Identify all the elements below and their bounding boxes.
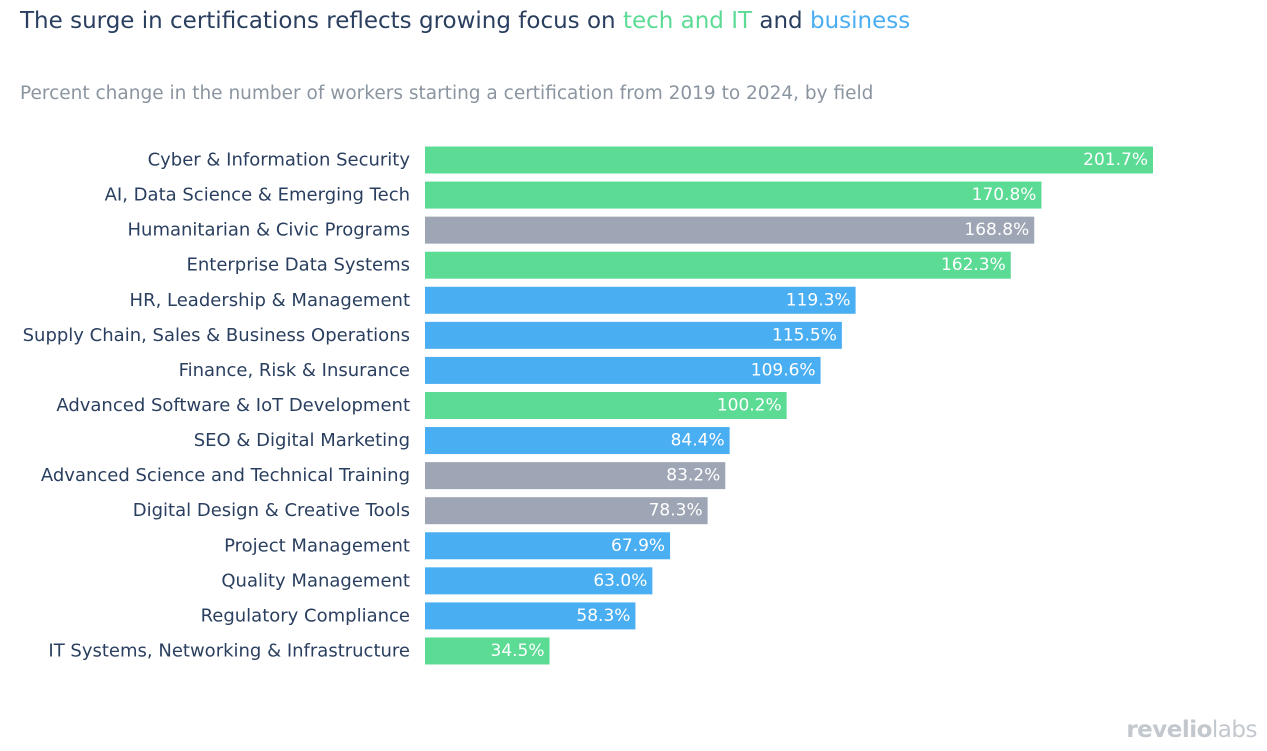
category-label-7: Finance, Risk & Insurance <box>179 360 410 381</box>
revelio-labs-logo: reveliolabs <box>1126 717 1257 743</box>
bar-11[interactable] <box>425 497 708 525</box>
category-label-14: Regulatory Compliance <box>201 605 410 626</box>
bar-4[interactable] <box>425 251 1011 279</box>
category-label-6: Supply Chain, Sales & Business Operation… <box>23 325 410 346</box>
bar-3[interactable] <box>425 216 1035 244</box>
title-tech-highlight: tech and IT <box>622 8 753 34</box>
category-label-3: Humanitarian & Civic Programs <box>128 220 411 241</box>
category-label-8: Advanced Software & IoT Development <box>56 395 410 416</box>
value-label-13: 63.0% <box>593 571 647 591</box>
bar-12[interactable] <box>425 532 671 560</box>
bar-13[interactable] <box>425 567 653 595</box>
value-label-8: 100.2% <box>717 395 782 415</box>
value-label-5: 119.3% <box>786 290 851 310</box>
value-label-2: 170.8% <box>972 185 1037 205</box>
bar-6[interactable] <box>425 321 842 349</box>
value-label-11: 78.3% <box>649 501 703 521</box>
value-label-15: 34.5% <box>491 641 545 661</box>
value-label-12: 67.9% <box>611 536 665 556</box>
bar-1[interactable] <box>425 146 1153 174</box>
bar-2[interactable] <box>425 181 1042 209</box>
category-label-2: AI, Data Science & Emerging Tech <box>105 185 410 206</box>
chart-title: The surge in certifications reflects gro… <box>20 8 910 34</box>
title-business-highlight: business <box>809 8 911 34</box>
category-label-12: Project Management <box>224 535 410 556</box>
bar-7[interactable] <box>425 356 821 384</box>
bar-8[interactable] <box>425 391 787 419</box>
value-label-6: 115.5% <box>772 325 837 345</box>
category-label-15: IT Systems, Networking & Infrastructure <box>48 640 410 661</box>
bar-14[interactable] <box>425 602 636 630</box>
value-label-9: 84.4% <box>671 431 725 451</box>
category-label-4: Enterprise Data Systems <box>186 255 410 276</box>
value-label-7: 109.6% <box>751 360 816 380</box>
bar-9[interactable] <box>425 427 730 455</box>
title-mid: and <box>752 8 810 34</box>
logo-labs: labs <box>1211 717 1258 743</box>
category-label-9: SEO & Digital Marketing <box>194 430 410 451</box>
bar-15[interactable] <box>425 637 550 665</box>
category-label-10: Advanced Science and Technical Training <box>41 465 410 486</box>
chart-subtitle: Percent change in the number of workers … <box>20 83 874 104</box>
category-label-1: Cyber & Information Security <box>148 150 411 171</box>
value-label-1: 201.7% <box>1083 150 1148 170</box>
category-label-5: HR, Leadership & Management <box>130 290 410 311</box>
value-label-10: 83.2% <box>666 466 720 486</box>
category-label-11: Digital Design & Creative Tools <box>133 500 410 521</box>
title-prefix: The surge in certifications reflects gro… <box>20 8 623 34</box>
value-label-3: 168.8% <box>964 220 1029 240</box>
bar-5[interactable] <box>425 286 856 314</box>
logo-revelio: revelio <box>1126 717 1212 743</box>
bar-10[interactable] <box>425 462 726 490</box>
category-label-13: Quality Management <box>221 570 410 591</box>
value-label-4: 162.3% <box>941 255 1006 275</box>
value-label-14: 58.3% <box>576 606 630 626</box>
